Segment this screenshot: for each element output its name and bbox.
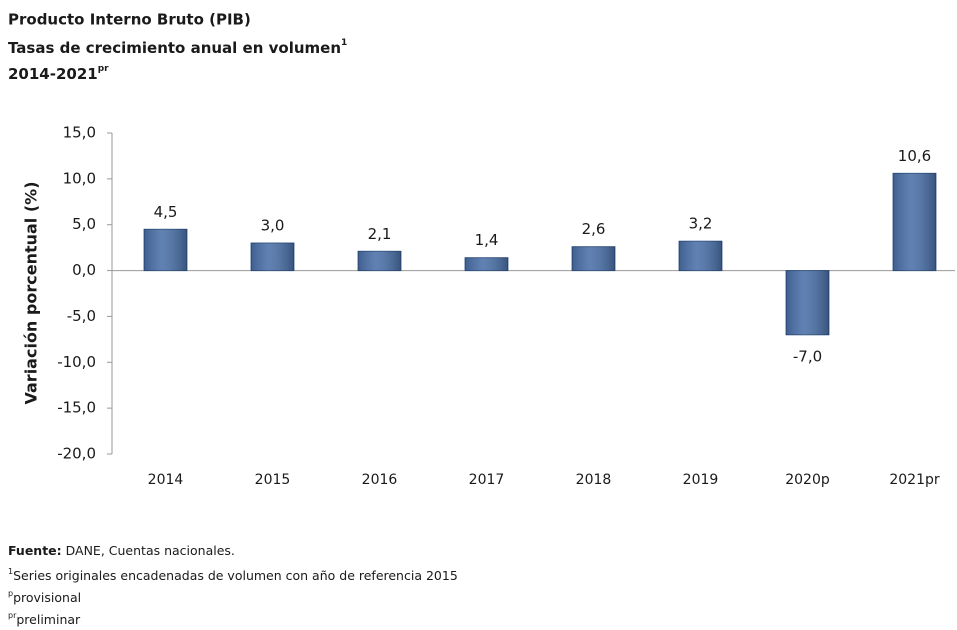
data-label: 10,6: [898, 147, 931, 165]
x-tick-label: 2016: [362, 472, 398, 488]
data-label: 4,5: [154, 203, 178, 221]
data-label: 2,1: [368, 225, 392, 243]
bar-shade: [786, 270, 829, 335]
y-tick-label: 10,0: [63, 169, 96, 187]
y-tick-label: 0,0: [72, 261, 96, 279]
x-tick-label: 2018: [576, 472, 612, 488]
y-tick-label: -20,0: [57, 445, 96, 463]
y-tick-label: 5,0: [72, 215, 96, 233]
x-tick-label: 2021pr: [889, 472, 940, 488]
bar-shade: [251, 243, 294, 271]
x-tick-label: 2019: [683, 472, 719, 488]
bar-shade: [893, 173, 936, 271]
y-tick-label: 15,0: [63, 124, 96, 142]
bar-shade: [465, 257, 508, 271]
x-tick-label: 2015: [255, 472, 291, 488]
chart-subtitle: Tasas de crecimiento anual en volumen1: [8, 38, 347, 57]
bar-shade: [144, 229, 187, 271]
x-tick-label: 2017: [469, 472, 505, 488]
data-label: 3,0: [261, 217, 285, 235]
data-label: 3,2: [689, 215, 713, 233]
data-label: -7,0: [793, 347, 822, 365]
bar-shade: [358, 251, 401, 271]
bar-shade: [679, 241, 722, 271]
x-tick-label: 2020p: [785, 472, 830, 488]
data-label: 1,4: [475, 231, 499, 249]
data-label: 2,6: [582, 220, 606, 238]
y-tick-label: -10,0: [57, 353, 96, 371]
bar-shade: [572, 246, 615, 271]
y-tick-label: -5,0: [67, 307, 96, 325]
y-tick-label: -15,0: [57, 399, 96, 417]
footnote: prpreliminar: [8, 611, 81, 627]
footnote: pprovisional: [8, 589, 81, 605]
x-tick-label: 2014: [148, 472, 184, 488]
footnote: 1Series originales encadenadas de volume…: [8, 567, 458, 583]
y-axis-label: Variación porcentual (%): [22, 181, 41, 404]
footnote: Fuente: DANE, Cuentas nacionales.: [8, 543, 235, 558]
chart-subtitle: 2014-2021pr: [8, 64, 109, 83]
chart-title: Producto Interno Bruto (PIB): [8, 11, 251, 29]
